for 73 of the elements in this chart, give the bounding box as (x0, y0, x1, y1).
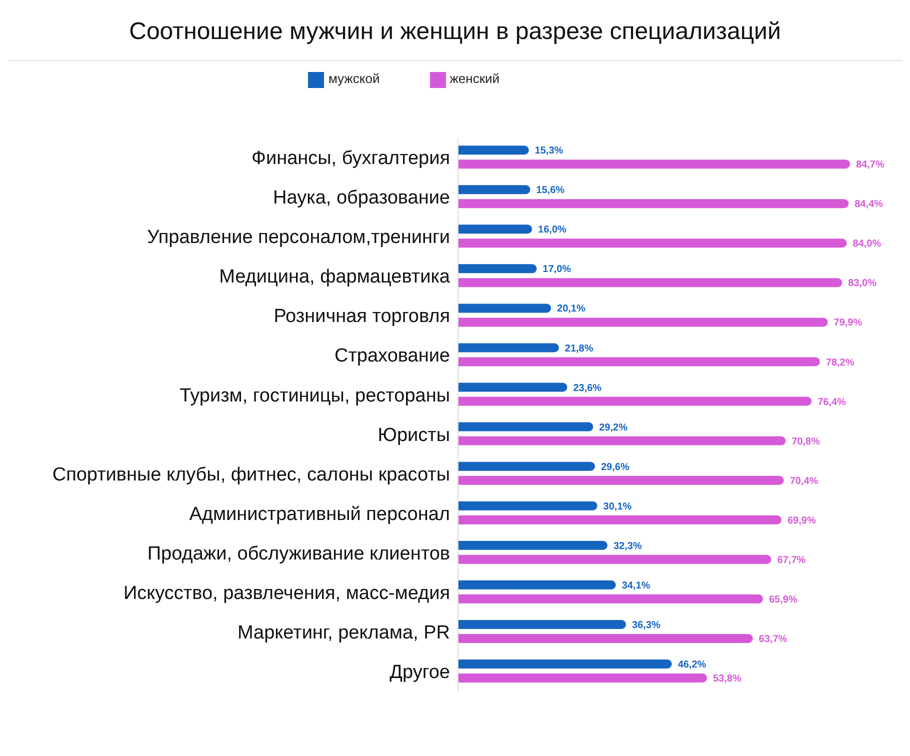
data-label: 29,2% (599, 422, 628, 434)
bar (458, 476, 784, 485)
data-label: 84,0% (852, 238, 882, 250)
legend-label: мужской (328, 71, 380, 86)
y-tick-label: Спортивные клубы, фитнес, салоны красоты (52, 464, 450, 486)
y-tick-label: Административный персонал (189, 504, 450, 525)
chart-title: Соотношение мужчин и женщин в разрезе специализаций (8, 8, 902, 61)
bar (458, 594, 763, 604)
bar (458, 462, 595, 471)
data-label: 30,1% (603, 501, 632, 512)
y-tick-label: Маркетинг, реклама, PR (237, 622, 450, 644)
data-label: 20,1% (557, 304, 586, 315)
data-label: 36,3% (632, 620, 660, 631)
bar (458, 160, 850, 169)
bar (458, 659, 672, 668)
bar (458, 224, 532, 234)
data-label: 70,8% (792, 436, 820, 448)
bar (458, 146, 529, 155)
bar (458, 357, 820, 366)
bar (458, 501, 598, 510)
bar (458, 382, 568, 392)
data-label: 70,4% (790, 476, 818, 487)
bar (458, 554, 772, 564)
bar (458, 318, 828, 327)
bar (458, 673, 707, 682)
y-tick-label: Продажи, обслуживание клиентов (147, 543, 450, 564)
data-label: 29,6% (600, 462, 630, 473)
y-tick-label: Страхование (334, 346, 450, 367)
bar (458, 396, 812, 406)
y-tick-label: Финансы, бухгалтерия (252, 148, 450, 170)
data-label: 84,7% (856, 160, 884, 171)
bar (458, 515, 782, 524)
bar (458, 422, 594, 432)
legend-label: женский (450, 71, 500, 86)
data-label: 15,6% (536, 185, 565, 196)
bar (458, 304, 552, 313)
y-tick-label: Управление персоналом,тренинги (147, 227, 450, 248)
data-label: 23,6% (573, 382, 602, 394)
y-tick-label: Юристы (378, 424, 450, 446)
data-label: 16,0% (538, 224, 567, 236)
bar (458, 185, 530, 194)
data-label: 78,2% (826, 357, 854, 368)
data-label: 53,8% (712, 674, 742, 685)
bar (458, 343, 559, 352)
data-label: 76,4% (818, 396, 846, 408)
bar (458, 634, 753, 643)
y-tick-label: Искусство, развлечения, масс-медия (123, 582, 450, 604)
data-label: 84,4% (854, 199, 884, 210)
data-label: 21,8% (564, 343, 594, 354)
y-tick-label: Розничная торговля (274, 306, 450, 328)
data-label: 67,7% (777, 554, 806, 566)
data-label: 34,1% (622, 580, 650, 592)
y-tick-label: Наука, образование (273, 188, 450, 209)
bar (458, 540, 608, 550)
data-label: 63,7% (758, 634, 788, 645)
bar (458, 278, 842, 288)
data-label: 83,0% (848, 278, 877, 290)
y-tick-label: Другое (390, 662, 450, 683)
data-label: 65,9% (768, 594, 798, 606)
data-label: 15,3% (534, 146, 564, 157)
data-label: 46,2% (678, 660, 706, 671)
bar (458, 264, 537, 274)
data-label: 69,9% (788, 515, 816, 526)
bar (458, 238, 847, 248)
data-label: 17,0% (542, 264, 572, 276)
data-label: 32,3% (613, 540, 642, 552)
y-tick-label: Медицина, фармацевтика (219, 266, 450, 288)
bar (458, 199, 849, 208)
bar (458, 580, 616, 590)
bar (458, 620, 626, 629)
y-tick-label: Туризм, гостиницы, рестораны (180, 385, 450, 406)
bar (458, 436, 786, 446)
data-label: 79,9% (834, 318, 862, 329)
